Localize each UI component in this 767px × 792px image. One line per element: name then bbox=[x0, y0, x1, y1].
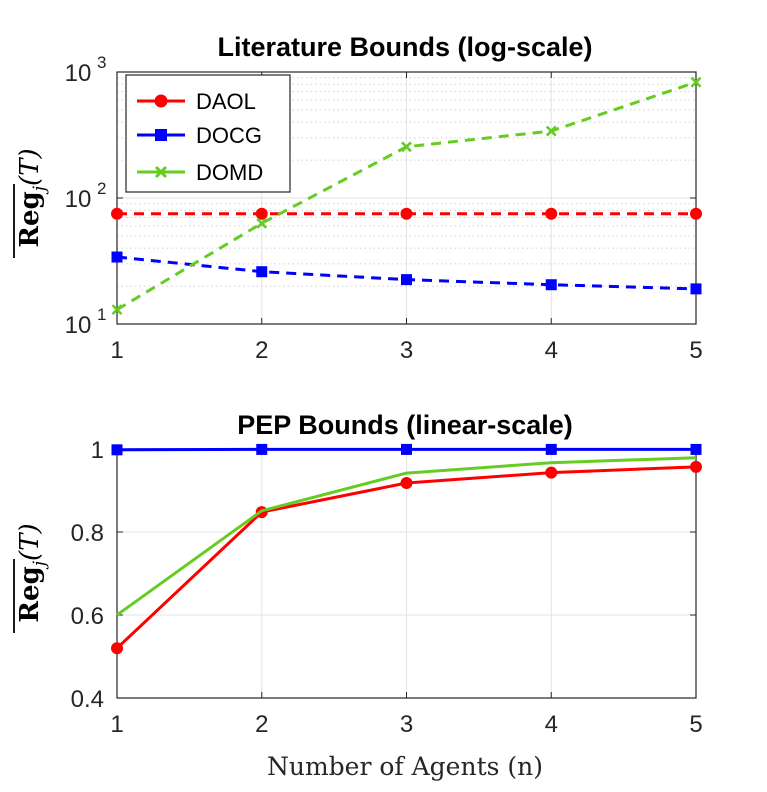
data-point bbox=[690, 76, 702, 88]
legend-marker-square bbox=[155, 129, 167, 141]
y-tick-label: 1 bbox=[91, 437, 104, 464]
x-tick-label: 2 bbox=[255, 337, 268, 364]
y-tick-label: 0.8 bbox=[71, 520, 104, 547]
y-tick-label: 10 bbox=[65, 60, 92, 87]
series-line bbox=[116, 456, 697, 617]
legend-entry-daol: DAOL bbox=[137, 89, 256, 114]
series-docg bbox=[111, 251, 702, 295]
y-tick-exponent: 1 bbox=[97, 305, 106, 324]
y-label-main: Reg bbox=[15, 191, 45, 247]
x-tick-label: 5 bbox=[689, 337, 702, 364]
x-tick-label: 1 bbox=[110, 711, 123, 738]
svg-text:Regj(T): Regj(T) bbox=[15, 523, 50, 622]
x-tick-label: 2 bbox=[255, 711, 268, 738]
y-tick-exponent: 2 bbox=[97, 179, 106, 198]
data-point bbox=[545, 279, 557, 291]
legend-label: DAOL bbox=[196, 89, 256, 114]
data-point bbox=[111, 304, 123, 316]
data-point bbox=[690, 207, 702, 220]
legend: DAOL DOCG DOMD bbox=[125, 74, 291, 193]
pep-bounds-chart: PEP Bounds (linear-scale) 1 2 3 4 5 0.4 0.6 0.8… bbox=[13, 410, 703, 781]
legend-label: DOCG bbox=[196, 123, 262, 148]
series-domd bbox=[111, 76, 702, 316]
data-point bbox=[111, 207, 123, 220]
data-point bbox=[401, 274, 412, 286]
x-tick-label: 4 bbox=[545, 337, 558, 364]
grid bbox=[117, 449, 696, 698]
data-point bbox=[690, 283, 702, 295]
data-point bbox=[111, 444, 123, 456]
series-group bbox=[111, 443, 702, 655]
y-axis-label: Regj(T) bbox=[13, 523, 50, 633]
svg-text:Regj(T): Regj(T) bbox=[15, 148, 50, 247]
data-point bbox=[111, 251, 123, 263]
data-point bbox=[256, 266, 268, 278]
x-tick-label: 5 bbox=[689, 711, 702, 738]
series-domd bbox=[116, 456, 697, 617]
legend-entry-docg: DOCG bbox=[137, 123, 262, 148]
chart-title: PEP Bounds (linear-scale) bbox=[237, 410, 573, 440]
series-group bbox=[111, 76, 702, 316]
ticks: 1 2 3 4 5 10 1 10 2 10 3 bbox=[65, 53, 703, 364]
data-point bbox=[400, 207, 413, 220]
data-point bbox=[545, 207, 558, 220]
y-tick-exponent: 3 bbox=[97, 53, 106, 72]
data-point bbox=[111, 642, 123, 655]
legend-marker-x bbox=[154, 165, 168, 179]
data-point bbox=[545, 125, 557, 137]
y-tick-label: 0.6 bbox=[71, 603, 104, 630]
y-tick-label: 10 bbox=[65, 186, 92, 213]
x-axis-label: Number of Agents (n) bbox=[267, 752, 543, 781]
chart-title: Literature Bounds (log-scale) bbox=[217, 32, 592, 62]
x-tick-label: 4 bbox=[545, 711, 558, 738]
literature-bounds-chart: Literature Bounds (log-scale) 1 2 3 4 5 10 1 10… bbox=[13, 32, 703, 364]
y-label-main: Reg bbox=[15, 566, 45, 622]
legend-entry-domd: DOMD bbox=[137, 160, 263, 185]
data-point bbox=[545, 466, 558, 479]
y-tick-label: 0.4 bbox=[71, 686, 104, 713]
data-point bbox=[255, 207, 268, 220]
x-tick-label: 3 bbox=[400, 337, 413, 364]
x-tick-label: 1 bbox=[110, 337, 123, 364]
x-tick-label: 3 bbox=[400, 711, 413, 738]
y-tick-label: 10 bbox=[65, 312, 92, 339]
y-label-sub: j bbox=[30, 185, 50, 195]
series-daol bbox=[111, 460, 702, 655]
y-label-sub: j bbox=[30, 560, 50, 570]
data-point bbox=[256, 443, 268, 455]
y-label-arg: (T) bbox=[15, 523, 45, 561]
series-daol bbox=[111, 207, 702, 220]
legend-label: DOMD bbox=[196, 160, 263, 185]
y-axis-label: Regj(T) bbox=[13, 148, 50, 258]
legend-marker-circle bbox=[154, 94, 168, 108]
data-point bbox=[690, 460, 702, 473]
data-point bbox=[256, 217, 268, 229]
data-point bbox=[401, 443, 412, 455]
data-point bbox=[400, 477, 413, 490]
data-point bbox=[401, 141, 412, 153]
series-docg bbox=[111, 443, 702, 456]
data-point bbox=[545, 443, 557, 455]
data-point bbox=[690, 443, 702, 455]
y-label-arg: (T) bbox=[15, 148, 45, 186]
ticks: 1 2 3 4 5 0.4 0.6 0.8 1 bbox=[71, 437, 703, 738]
